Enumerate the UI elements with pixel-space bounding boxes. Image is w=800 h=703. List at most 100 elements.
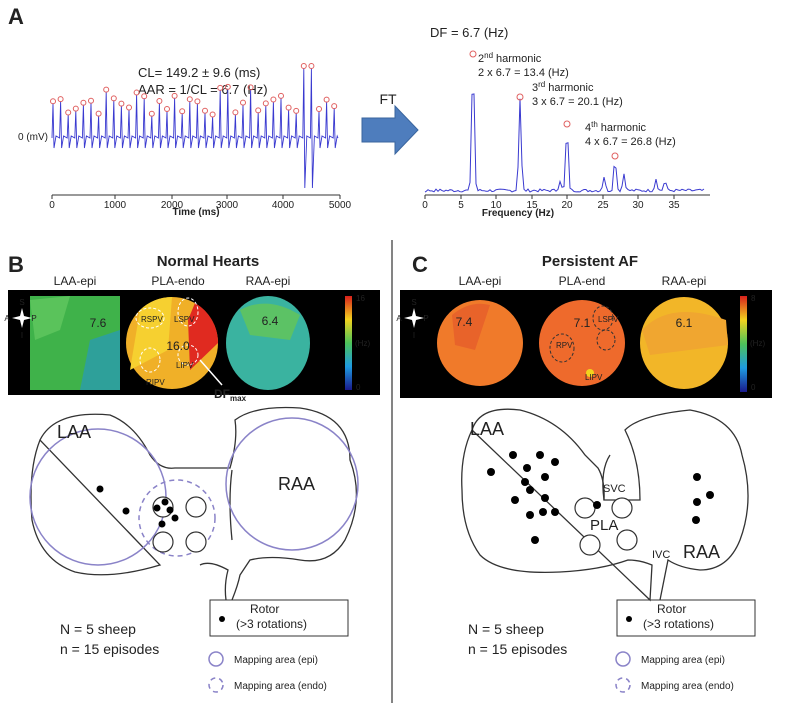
map-value: 7.1 xyxy=(574,316,591,330)
structure-label: LAA xyxy=(470,419,504,439)
marker xyxy=(262,100,269,107)
harmonic-formula: 2 x 6.7 = 13.4 (Hz) xyxy=(478,67,569,79)
frequency-maps xyxy=(400,290,772,398)
vein-label: RSPV xyxy=(141,315,163,324)
orientation: S xyxy=(411,298,416,307)
df-sub: max xyxy=(230,394,247,403)
marker xyxy=(133,89,140,96)
marker xyxy=(171,92,178,99)
marker xyxy=(88,97,94,104)
marker xyxy=(209,111,216,118)
map-title: LAA-epi xyxy=(54,274,97,288)
compass xyxy=(404,308,424,328)
count: n = 15 episodes xyxy=(468,641,567,657)
marker xyxy=(323,96,330,103)
cl-text: CL= 149.2 ± 9.6 (ms) xyxy=(138,65,260,80)
marker xyxy=(270,96,277,103)
colorbar-unit: (Hz) xyxy=(355,339,370,348)
legend-box xyxy=(616,599,756,637)
marker xyxy=(164,105,170,112)
legend-endo-label: Mapping area (endo) xyxy=(641,681,734,692)
tick-label: 1000 xyxy=(104,200,127,211)
y-label: 0 (mV) xyxy=(18,132,48,143)
marker xyxy=(308,63,315,69)
legend-epi xyxy=(615,651,631,667)
count: N = 5 sheep xyxy=(60,621,136,637)
atria-diagram xyxy=(461,408,749,602)
tick-label: 4000 xyxy=(272,200,295,211)
map-labels: LAA-epi 7.4 PLA-end 7.1 RAA-epi 6.1 RPV LSPV LIP… xyxy=(396,274,765,392)
marker xyxy=(179,108,186,115)
map-value: 16.0 xyxy=(166,339,190,353)
df-pointer xyxy=(199,359,223,386)
marker xyxy=(217,84,224,91)
ordinal: 2 xyxy=(478,53,484,65)
marker xyxy=(247,84,254,91)
x-label: Frequency (Hz) xyxy=(482,208,554,219)
harmonic-word: harmonic xyxy=(601,122,647,134)
structure-label: LAA xyxy=(57,422,91,442)
legend-dot xyxy=(219,616,225,622)
colorbar-unit: (Hz) xyxy=(750,339,765,348)
orientation: A xyxy=(396,314,402,323)
ordinal: 4 xyxy=(585,122,591,134)
tick-label: 35 xyxy=(668,200,680,211)
marker xyxy=(300,63,307,69)
vein-label: LSPV xyxy=(174,315,195,324)
marker xyxy=(95,110,102,117)
marker xyxy=(57,96,64,103)
structure-labels: LAA RAA xyxy=(57,422,315,494)
colorbar-min: 0 xyxy=(356,383,361,392)
tick-label: 2000 xyxy=(161,200,184,211)
map-value: 6.4 xyxy=(262,314,279,328)
tick-label: 5000 xyxy=(329,200,352,211)
marker xyxy=(278,92,284,99)
panel-label: A xyxy=(8,4,24,29)
map-value: 6.1 xyxy=(676,316,693,330)
harmonic-title: 2nd harmonic xyxy=(478,51,542,65)
colorbar-max: 8 xyxy=(751,294,756,303)
df-text: DF = 6.7 (Hz) xyxy=(430,25,508,40)
spectrum-trace xyxy=(424,93,705,193)
harmonic-formula: 3 x 6.7 = 20.1 (Hz) xyxy=(532,96,623,108)
map-title: PLA-end xyxy=(559,274,606,288)
colorbar-min: 0 xyxy=(751,383,756,392)
activation-markers xyxy=(50,63,338,118)
structure-label: SVC xyxy=(603,483,626,495)
vein-label: LSPV xyxy=(598,315,619,324)
ft-arrow xyxy=(361,104,419,156)
orientation: I xyxy=(413,331,415,340)
map-value: 7.6 xyxy=(90,316,107,330)
harmonic-title: 3rd harmonic xyxy=(532,80,594,94)
marker xyxy=(293,107,300,114)
marker xyxy=(232,109,239,116)
vein-label: RPV xyxy=(556,341,573,350)
tick-label: 20 xyxy=(561,200,573,211)
panel-title: Persistent AF xyxy=(542,253,638,270)
structure-label: PLA xyxy=(590,517,618,534)
legend-epi xyxy=(208,651,224,667)
legends: N = 5 sheep n = 15 episodes Rotor (>3 rotat… xyxy=(60,599,756,693)
ordinal: 3 xyxy=(532,82,538,94)
aar-text: AAR = 1/CL = 6.7 (Hz) xyxy=(138,82,268,97)
legend-rotor-note: (>3 rotations) xyxy=(643,617,714,631)
marker xyxy=(186,96,193,103)
ordinal-suffix: nd xyxy=(484,51,493,60)
ft-label: FT xyxy=(379,91,397,107)
legend-endo xyxy=(615,677,631,693)
legend-rotor: Rotor xyxy=(250,602,279,616)
structure-labels: LAA SVC PLA IVC RAA xyxy=(470,419,720,562)
marker xyxy=(110,95,117,102)
panel-label: C xyxy=(412,252,428,277)
harmonic-word: harmonic xyxy=(548,82,594,94)
marker xyxy=(126,104,132,111)
harmonic-word: harmonic xyxy=(496,53,542,65)
tick-label: 10 xyxy=(490,200,502,211)
legend-endo xyxy=(208,677,224,693)
count: n = 15 episodes xyxy=(60,641,159,657)
marker xyxy=(202,107,208,114)
x-ticks: 0 5 10 15 20 25 30 35 xyxy=(422,195,680,211)
marker xyxy=(316,106,322,113)
tick-label: 0 xyxy=(49,200,55,211)
